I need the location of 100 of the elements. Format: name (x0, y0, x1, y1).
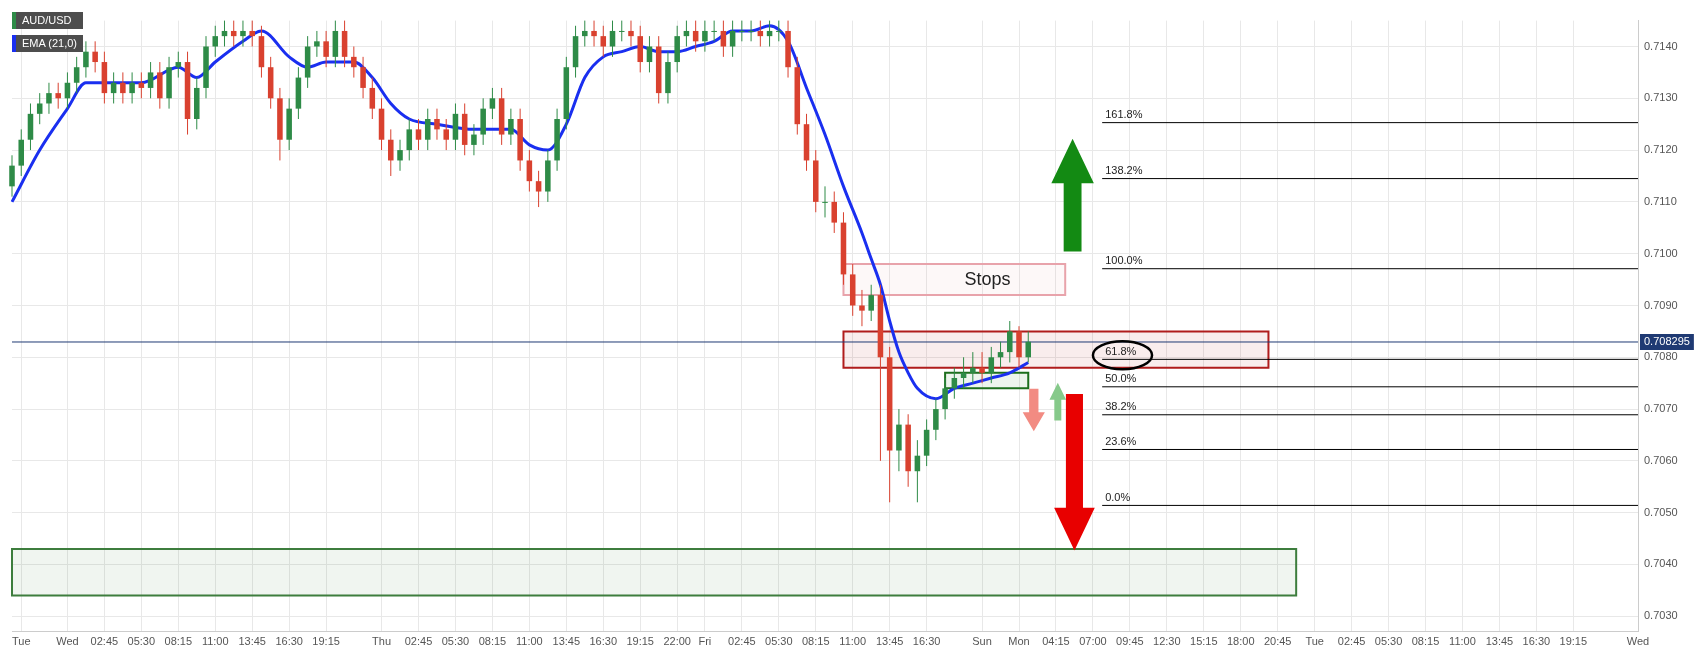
y-tick-label: 0.7060 (1644, 453, 1678, 466)
x-tick-label: Sun (972, 635, 992, 648)
candlestick (646, 35, 653, 73)
candlestick (92, 40, 98, 73)
candlestick (1025, 330, 1032, 363)
x-tick-label: 16:30 (275, 635, 303, 648)
x-tick-label: Tue (11, 635, 31, 648)
y-tick-label: 0.7050 (1644, 505, 1678, 518)
candlestick (351, 46, 357, 79)
y-tick-label: 0.7110 (1644, 194, 1677, 207)
legend-label: EMA (21,0) (21, 36, 79, 51)
candlestick (582, 20, 588, 47)
ref-line-label: 0.708295 (1644, 335, 1690, 348)
candlestick (147, 61, 154, 99)
x-tick-label: 09:45 (1116, 635, 1144, 648)
x-tick-label: 05:30 (1374, 635, 1403, 648)
y-tick-label: 0.7070 (1644, 402, 1678, 415)
x-tick-label: 08:15 (164, 635, 193, 648)
candlestick (535, 170, 542, 208)
y-tick-label: 0.7130 (1644, 91, 1678, 104)
candlestick (388, 128, 394, 177)
x-tick-label: Wed (56, 635, 79, 648)
candlestick (434, 108, 440, 141)
x-tick-label: 07:00 (1079, 635, 1107, 648)
candlestick (489, 87, 496, 120)
x-tick-label: 13:45 (238, 635, 266, 648)
x-tick-label: 11:00 (516, 635, 543, 648)
x-tick-label: 05:30 (441, 635, 470, 648)
x-tick-label: 12:30 (1153, 635, 1181, 648)
x-tick-label: 05:30 (127, 635, 156, 648)
x-tick-label: Wed (1626, 635, 1650, 648)
x-tick-label: Thu (372, 635, 392, 648)
x-tick-label: 18:00 (1226, 635, 1255, 648)
y-tick-label: 0.7030 (1644, 609, 1678, 622)
annotation: 61.8% (1105, 344, 1137, 357)
y-tick-label: 0.7040 (1644, 557, 1678, 570)
x-tick-label: 19:15 (1559, 635, 1588, 648)
x-tick-label: 19:15 (626, 635, 654, 648)
candlestick (424, 108, 431, 151)
candlestick (129, 71, 135, 104)
candlestick (323, 30, 329, 68)
y-tick-label: 0.7140 (1644, 39, 1678, 52)
candlestick (508, 108, 514, 146)
annotation: 23.6% (1105, 435, 1137, 448)
x-tick-label: Mon (1008, 635, 1030, 648)
x-tick-label: 16:30 (589, 635, 618, 648)
annotation: 100.0% (1105, 254, 1143, 267)
x-tick-label: 11:00 (839, 635, 867, 648)
x-tick-label: 15:15 (1190, 635, 1218, 648)
candlestick (369, 77, 376, 120)
candlestick (120, 71, 126, 104)
candlestick (970, 351, 976, 384)
candlestick (748, 20, 754, 42)
x-tick-label: 13:45 (1485, 635, 1514, 648)
annotation: 38.2% (1105, 400, 1137, 413)
candlestick (397, 139, 403, 172)
candlestick (360, 56, 366, 99)
x-tick-label: 08:15 (478, 635, 507, 648)
candlestick (406, 118, 413, 161)
candlestick (83, 40, 89, 79)
x-tick-label: 11:00 (1449, 635, 1476, 648)
annotation: 161.8% (1105, 108, 1143, 121)
candlestick (822, 185, 828, 218)
candlestick (988, 346, 995, 384)
candlestick (868, 284, 874, 322)
candlestick (739, 20, 745, 42)
candlestick (591, 20, 597, 47)
x-tick-label: Fri (698, 635, 712, 648)
candlestick (249, 20, 255, 47)
candlestick (831, 191, 838, 234)
x-tick-label: 02:45 (404, 635, 433, 648)
x-tick-label: 04:15 (1042, 635, 1070, 648)
y-tick-label: 0.7120 (1644, 143, 1678, 156)
y-tick-label: 0.7100 (1644, 246, 1678, 259)
x-tick-label: 19:15 (312, 635, 340, 648)
x-tick-label: 08:15 (802, 635, 830, 648)
candlestick (526, 149, 533, 193)
y-tick-label: 0.7090 (1644, 298, 1678, 311)
candlestick (46, 82, 52, 115)
x-tick-label: 02:45 (90, 635, 119, 648)
candlestick (618, 20, 625, 42)
candlestick (942, 377, 948, 420)
candlestick (702, 20, 708, 53)
candlestick (73, 56, 80, 94)
y-tick-label: 0.7080 (1644, 350, 1678, 363)
x-tick-label: 16:30 (1522, 635, 1551, 648)
band-label: Stops (964, 268, 1011, 289)
x-tick-label: 13:45 (875, 635, 904, 648)
candlestick (628, 20, 634, 47)
x-tick-label: 22:00 (663, 635, 691, 648)
candlestick (9, 154, 15, 198)
annotation: 0.0% (1105, 490, 1131, 503)
candlestick (1007, 320, 1013, 363)
candlestick (443, 118, 449, 151)
candlestick (55, 82, 61, 110)
candlestick (711, 20, 717, 42)
candlestick (314, 30, 320, 58)
x-tick-label: Tue (1305, 635, 1324, 648)
x-tick-label: 02:45 (728, 635, 756, 648)
candlestick (36, 92, 43, 125)
